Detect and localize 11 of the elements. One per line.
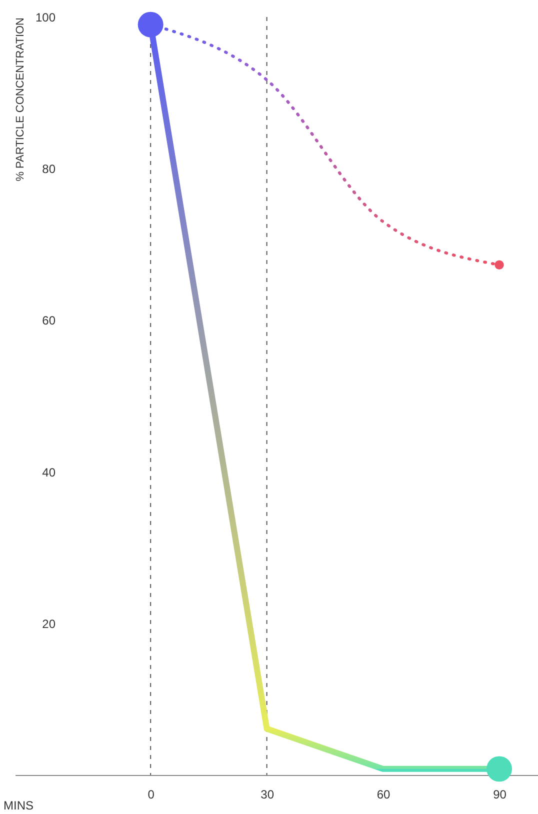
- x-tick-label: 0: [148, 788, 155, 802]
- y-tick-label: 80: [42, 162, 56, 176]
- x-tick-label: 30: [260, 788, 274, 802]
- y-tick-label: 100: [35, 10, 56, 24]
- x-tick-label: 90: [493, 788, 507, 802]
- y-tick-label: 40: [42, 465, 56, 480]
- y-tick-label: 20: [42, 616, 56, 631]
- x-axis-title: MINS: [4, 798, 34, 812]
- x-tick-label: 60: [376, 788, 391, 802]
- y-axis-title: % PARTICLE CONCENTRATION: [14, 17, 26, 182]
- y-tick-label: 60: [42, 314, 56, 328]
